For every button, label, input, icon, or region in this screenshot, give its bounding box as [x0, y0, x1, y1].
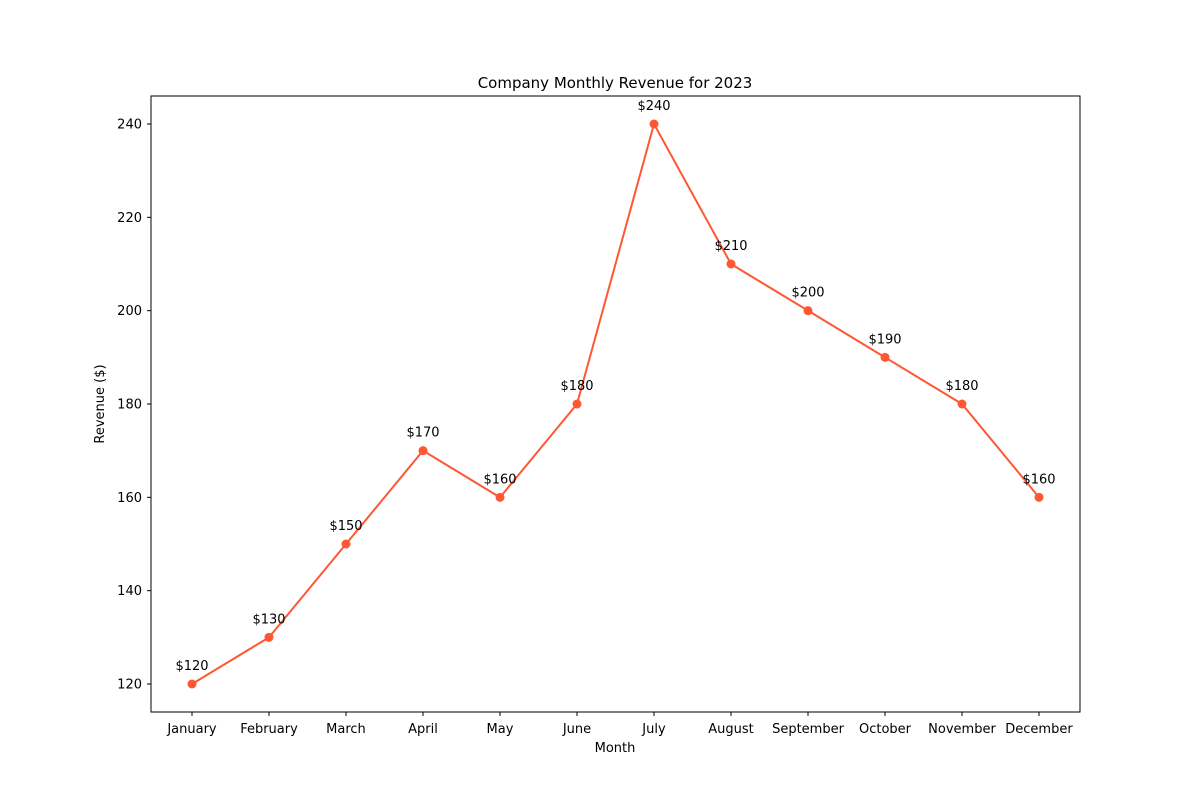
- data-point: [649, 119, 659, 129]
- data-point: [957, 399, 967, 409]
- data-label: $210: [714, 239, 747, 254]
- data-label: $170: [406, 426, 439, 441]
- data-point: [726, 259, 736, 269]
- x-tick-label: September: [772, 722, 845, 737]
- x-tick-label: July: [641, 722, 666, 737]
- data-label: $200: [791, 286, 824, 301]
- data-point: [803, 306, 813, 316]
- data-point: [880, 352, 890, 362]
- y-axis-label: Revenue ($): [93, 364, 108, 443]
- data-label: $180: [945, 379, 978, 394]
- y-tick-label: 160: [117, 491, 142, 506]
- data-point: [495, 492, 505, 502]
- data-label: $150: [329, 519, 362, 534]
- data-label: $240: [637, 99, 670, 114]
- data-label: $120: [175, 659, 208, 674]
- y-tick-label: 220: [117, 211, 142, 226]
- data-label: $130: [252, 612, 285, 627]
- y-tick-label: 240: [117, 118, 142, 133]
- data-label: $180: [560, 379, 593, 394]
- data-point: [187, 679, 197, 689]
- data-labels-layer: $120 $130 $150 $170 $160 $180 $240 $210 $200 $190…: [175, 99, 1055, 674]
- x-tick-label: February: [240, 722, 298, 737]
- series-layer: [187, 119, 1044, 689]
- plot-area-frame: [150, 95, 1081, 713]
- data-point: [341, 539, 351, 549]
- series-line: [191, 123, 1040, 685]
- x-tick-label: November: [928, 722, 996, 737]
- x-axis-label: Month: [595, 741, 636, 756]
- x-tick-label: June: [562, 722, 591, 737]
- data-label: $190: [868, 332, 901, 347]
- data-label: $160: [1022, 472, 1055, 487]
- data-point: [1034, 492, 1044, 502]
- y-tick-label: 200: [117, 304, 142, 319]
- chart-title: Company Monthly Revenue for 2023: [478, 74, 753, 92]
- data-point: [572, 399, 582, 409]
- x-tick-label: December: [1005, 722, 1073, 737]
- y-tick-label: 180: [117, 398, 142, 413]
- y-tick-label: 140: [117, 584, 142, 599]
- x-tick-label: April: [408, 722, 438, 737]
- data-point: [264, 632, 274, 642]
- y-tick-label: 120: [117, 678, 142, 693]
- x-tick-label: August: [708, 722, 754, 737]
- data-point: [418, 446, 428, 456]
- x-tick-label: January: [166, 722, 217, 737]
- x-tick-label: October: [859, 722, 912, 737]
- x-tick-label: May: [487, 722, 514, 737]
- data-label: $160: [483, 472, 516, 487]
- x-tick-label: March: [326, 722, 366, 737]
- axis-ticks: 120 140 160 180 200 220 240 January February Marc…: [117, 118, 1073, 738]
